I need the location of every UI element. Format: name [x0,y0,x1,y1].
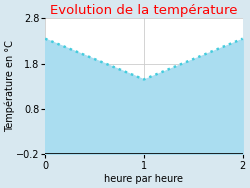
Title: Evolution de la température: Evolution de la température [50,4,238,17]
X-axis label: heure par heure: heure par heure [104,174,184,184]
Y-axis label: Température en °C: Température en °C [4,40,15,132]
